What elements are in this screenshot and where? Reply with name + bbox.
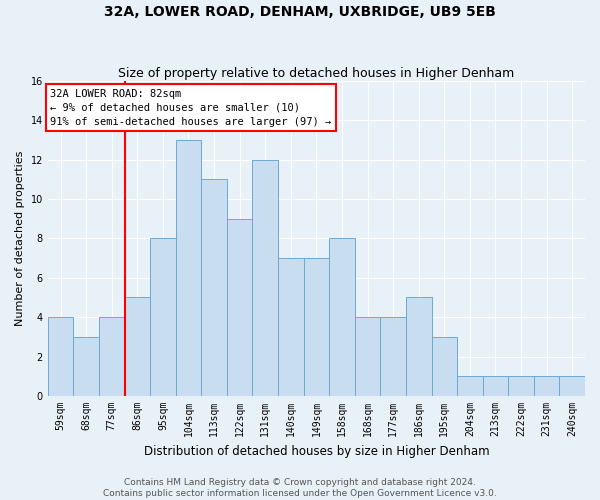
Bar bbox=[406, 298, 431, 396]
Bar bbox=[48, 317, 73, 396]
Bar bbox=[150, 238, 176, 396]
Bar bbox=[329, 238, 355, 396]
Bar bbox=[227, 218, 253, 396]
Text: 32A LOWER ROAD: 82sqm
← 9% of detached houses are smaller (10)
91% of semi-detac: 32A LOWER ROAD: 82sqm ← 9% of detached h… bbox=[50, 88, 332, 126]
Bar bbox=[534, 376, 559, 396]
Bar bbox=[380, 317, 406, 396]
Bar bbox=[201, 179, 227, 396]
Bar bbox=[559, 376, 585, 396]
Bar bbox=[355, 317, 380, 396]
Bar bbox=[508, 376, 534, 396]
Text: Contains HM Land Registry data © Crown copyright and database right 2024.
Contai: Contains HM Land Registry data © Crown c… bbox=[103, 478, 497, 498]
Title: Size of property relative to detached houses in Higher Denham: Size of property relative to detached ho… bbox=[118, 66, 515, 80]
Bar bbox=[253, 160, 278, 396]
Bar bbox=[304, 258, 329, 396]
Bar bbox=[482, 376, 508, 396]
Bar bbox=[99, 317, 125, 396]
Bar bbox=[278, 258, 304, 396]
Bar bbox=[176, 140, 201, 396]
Bar bbox=[73, 337, 99, 396]
Text: 32A, LOWER ROAD, DENHAM, UXBRIDGE, UB9 5EB: 32A, LOWER ROAD, DENHAM, UXBRIDGE, UB9 5… bbox=[104, 5, 496, 19]
X-axis label: Distribution of detached houses by size in Higher Denham: Distribution of detached houses by size … bbox=[143, 444, 489, 458]
Bar bbox=[431, 337, 457, 396]
Bar bbox=[125, 298, 150, 396]
Bar bbox=[457, 376, 482, 396]
Y-axis label: Number of detached properties: Number of detached properties bbox=[15, 150, 25, 326]
